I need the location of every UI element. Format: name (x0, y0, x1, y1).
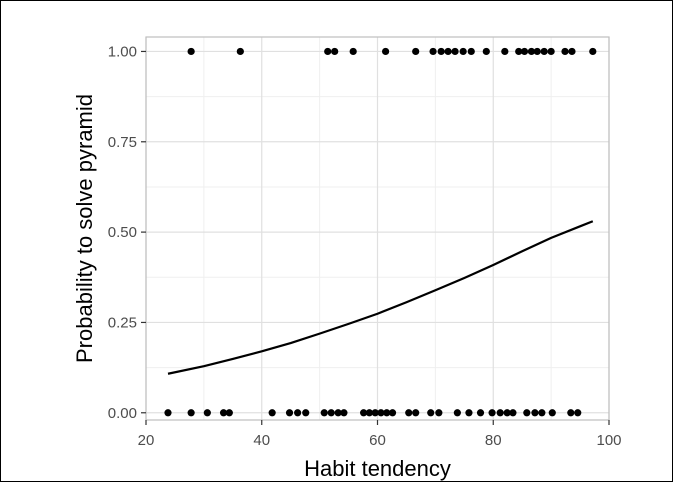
data-point (531, 409, 539, 417)
y-tick-label: 0.25 (108, 314, 137, 331)
data-point (365, 409, 373, 417)
data-point (574, 409, 582, 417)
data-point (187, 409, 195, 417)
data-point (547, 47, 555, 56)
x-axis-title: Habit tendency (304, 456, 451, 481)
data-point (476, 409, 485, 417)
data-point (465, 409, 473, 417)
data-point (589, 47, 597, 56)
data-point (467, 47, 475, 56)
data-point (219, 409, 228, 417)
data-point (294, 409, 302, 417)
data-point (429, 47, 437, 56)
data-point (533, 47, 541, 56)
data-point (360, 409, 368, 417)
data-point (382, 47, 390, 56)
x-axis-ticks: 20 40 60 80 100 (138, 420, 622, 449)
data-point (496, 409, 504, 417)
data-point (509, 409, 517, 417)
data-points (164, 47, 597, 417)
data-point (567, 409, 575, 417)
data-point (164, 409, 172, 417)
data-point (520, 47, 529, 56)
data-point (523, 409, 531, 417)
data-point (451, 47, 459, 56)
data-point (349, 47, 357, 56)
data-point (427, 409, 435, 417)
data-point (388, 409, 397, 417)
data-point (488, 409, 496, 417)
data-point (459, 47, 467, 56)
y-axis-title: Probability to solve pyramid (72, 94, 97, 363)
data-point (453, 409, 461, 417)
data-point (285, 409, 294, 417)
data-point (412, 47, 420, 56)
data-point (482, 47, 490, 56)
data-point (548, 409, 556, 417)
y-tick-label: 0.50 (108, 224, 137, 241)
y-tick-label: 0.00 (108, 405, 137, 422)
data-point (203, 409, 211, 417)
data-point (412, 409, 420, 417)
data-point (540, 47, 548, 56)
data-point (302, 409, 310, 417)
data-point (437, 47, 445, 56)
x-tick-label: 60 (369, 432, 386, 449)
data-point (268, 409, 276, 417)
data-point (331, 47, 339, 56)
data-point (503, 409, 511, 417)
data-point (327, 409, 335, 417)
data-point (435, 409, 443, 417)
data-point (444, 47, 452, 56)
data-point (515, 47, 523, 56)
x-tick-label: 20 (138, 432, 155, 449)
data-point (324, 47, 332, 56)
x-tick-label: 100 (596, 432, 621, 449)
data-point (538, 409, 546, 417)
x-tick-label: 40 (253, 432, 270, 449)
data-point (527, 47, 536, 56)
y-axis-ticks: 0.00 0.25 0.50 0.75 1.00 (108, 43, 146, 422)
data-point (225, 409, 233, 417)
data-point (405, 409, 413, 417)
data-point (371, 409, 379, 417)
data-point (320, 409, 328, 417)
y-tick-label: 0.75 (108, 134, 137, 151)
data-point (187, 47, 195, 56)
y-tick-label: 1.00 (108, 43, 137, 60)
data-point (236, 47, 244, 56)
x-tick-label: 80 (485, 432, 502, 449)
data-point (561, 47, 569, 56)
fit-curve (167, 220, 594, 375)
data-point (568, 47, 576, 56)
data-point (334, 409, 342, 417)
data-point (501, 47, 509, 56)
data-point (377, 409, 385, 417)
data-point (340, 409, 348, 417)
data-point (383, 409, 391, 417)
